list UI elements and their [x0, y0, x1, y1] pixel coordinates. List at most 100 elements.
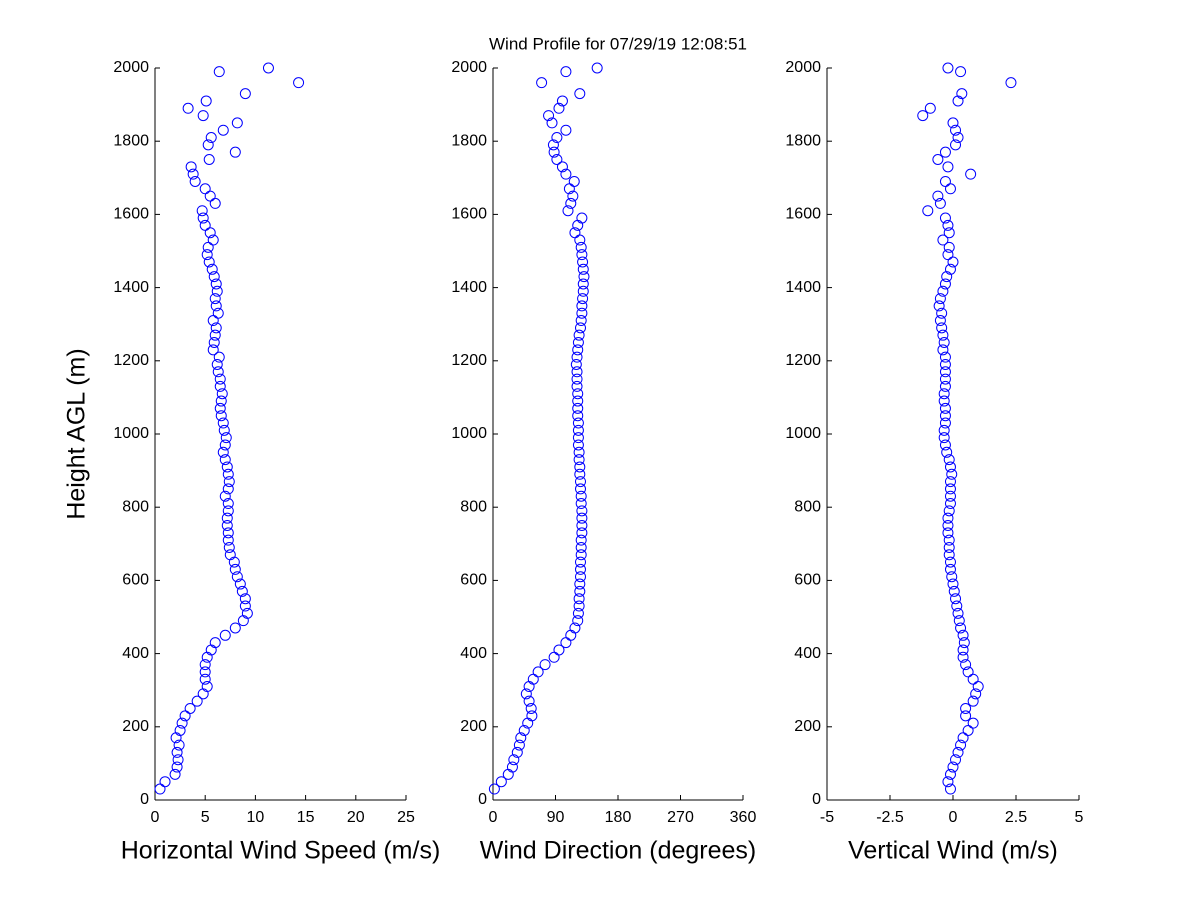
point — [199, 673, 211, 685]
point — [939, 175, 951, 187]
point — [944, 461, 956, 473]
point — [569, 622, 581, 634]
point — [202, 139, 214, 151]
point — [560, 124, 572, 136]
y-tick-label: 1400 — [113, 279, 149, 296]
point — [960, 703, 972, 714]
point — [943, 549, 955, 561]
point — [239, 600, 251, 612]
point — [215, 395, 227, 407]
point — [972, 681, 984, 693]
point — [546, 117, 558, 129]
y-tick-label: 2000 — [113, 59, 149, 76]
point — [560, 168, 572, 180]
point — [197, 212, 209, 224]
point — [572, 395, 584, 407]
point — [553, 102, 565, 114]
point — [574, 578, 586, 590]
point — [576, 520, 588, 531]
y-tick-label: 1200 — [113, 352, 149, 369]
point — [187, 168, 199, 180]
point — [212, 366, 224, 378]
point — [941, 446, 953, 458]
point — [944, 490, 956, 502]
point — [939, 212, 951, 224]
point — [572, 424, 584, 436]
point — [943, 227, 955, 239]
point — [572, 607, 584, 619]
point — [560, 66, 572, 78]
point — [191, 695, 203, 707]
point — [515, 732, 527, 744]
point — [572, 344, 584, 356]
point — [955, 739, 967, 751]
point — [221, 520, 233, 531]
point — [184, 703, 196, 714]
point — [518, 724, 530, 736]
y-tick-label: 1000 — [451, 425, 487, 442]
point — [574, 468, 586, 480]
y-tick-label: 600 — [122, 572, 149, 589]
point — [229, 622, 241, 634]
point — [209, 329, 221, 341]
point — [223, 541, 235, 553]
point — [962, 724, 974, 736]
x-axis-label: Vertical Wind (m/s) — [848, 837, 1058, 865]
point — [241, 607, 253, 619]
point — [937, 234, 949, 246]
point — [219, 439, 231, 451]
point — [938, 388, 950, 400]
point — [199, 183, 211, 195]
point — [570, 358, 582, 370]
point — [572, 417, 584, 429]
point — [221, 512, 233, 524]
y-tick-label: 0 — [478, 791, 487, 808]
point — [513, 739, 525, 751]
point — [553, 644, 565, 656]
point — [214, 380, 226, 392]
point — [934, 197, 946, 209]
point — [213, 351, 225, 363]
point — [224, 549, 236, 561]
point — [239, 593, 251, 605]
y-tick-label: 1000 — [785, 425, 821, 442]
y-tick-label: 600 — [460, 572, 487, 589]
point — [222, 534, 234, 546]
point — [262, 62, 274, 74]
point — [495, 776, 507, 788]
x-tick-label: 2.5 — [1005, 809, 1027, 826]
point — [577, 256, 589, 268]
point — [967, 695, 979, 707]
point — [577, 278, 589, 290]
x-axis-label: Wind Direction (degrees) — [480, 837, 757, 865]
x-tick-label: 5 — [201, 809, 210, 826]
point — [199, 659, 211, 671]
point — [199, 219, 211, 231]
y-tick-label: 200 — [460, 718, 487, 735]
point — [958, 637, 970, 649]
x-tick-label: 25 — [397, 809, 415, 826]
point — [922, 205, 934, 217]
point — [204, 190, 216, 202]
point — [526, 710, 538, 722]
point — [573, 446, 585, 458]
point — [234, 578, 246, 590]
point — [201, 681, 213, 693]
point — [203, 154, 215, 165]
y-tick-label: 600 — [794, 572, 821, 589]
point — [189, 175, 201, 187]
point — [536, 77, 548, 89]
point — [568, 175, 580, 187]
point — [946, 571, 958, 583]
y-axis-label: Height AGL (m) — [63, 348, 91, 519]
point — [203, 256, 215, 268]
point — [950, 754, 962, 766]
point — [952, 95, 964, 107]
point — [173, 739, 185, 751]
point — [950, 139, 962, 151]
y-tick-label: 1800 — [785, 132, 821, 149]
point — [207, 315, 219, 327]
point — [293, 77, 305, 89]
point — [576, 212, 588, 224]
point — [960, 710, 972, 722]
